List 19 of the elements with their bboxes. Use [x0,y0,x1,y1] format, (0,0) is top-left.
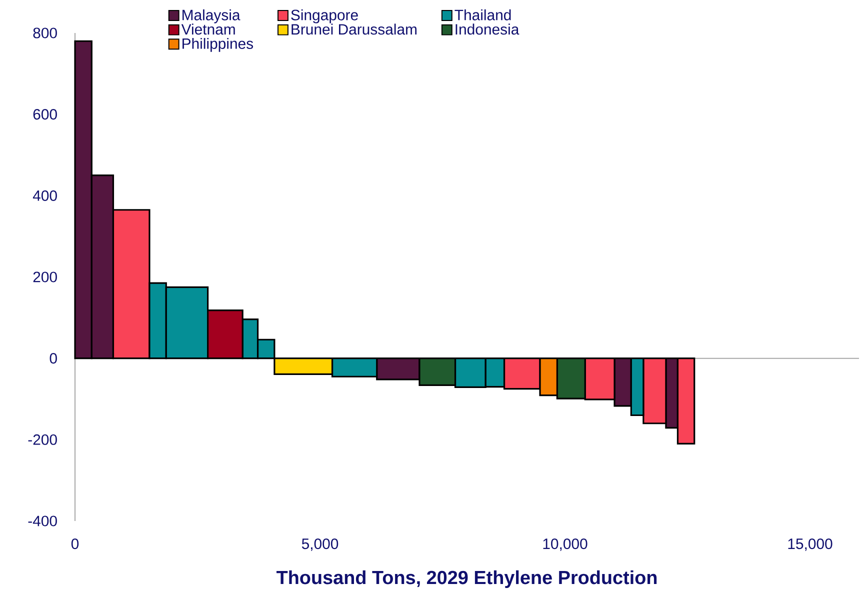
legend-label: Malaysia [182,9,240,24]
legend-label: Thailand [454,9,511,20]
legend-label: Indonesia [456,24,520,35]
legend-label: Vietnam [181,24,235,35]
x-tick-label: 10,000 [543,538,588,551]
x-tick-label: 5,000 [302,538,338,551]
y-tick-label: 200 [33,272,57,282]
x-axis-title: Thousand Tons, 2029 Ethylene Production [276,570,657,588]
y-tick-label: -200 [28,434,57,445]
legend-label: Brunei Darussalam [292,24,416,35]
x-tick-label: 15,000 [788,538,832,551]
legend-label: Philippines [182,38,254,52]
y-tick-label: 400 [32,190,57,201]
y-tick-label: -400 [28,516,57,526]
x-tick-label: 0 [71,538,79,550]
y-tick-label: 0 [50,353,57,364]
legend-label: Singapore [291,9,358,24]
y-tick-label: 600 [33,109,57,120]
y-tick-label: 800 [33,28,57,38]
